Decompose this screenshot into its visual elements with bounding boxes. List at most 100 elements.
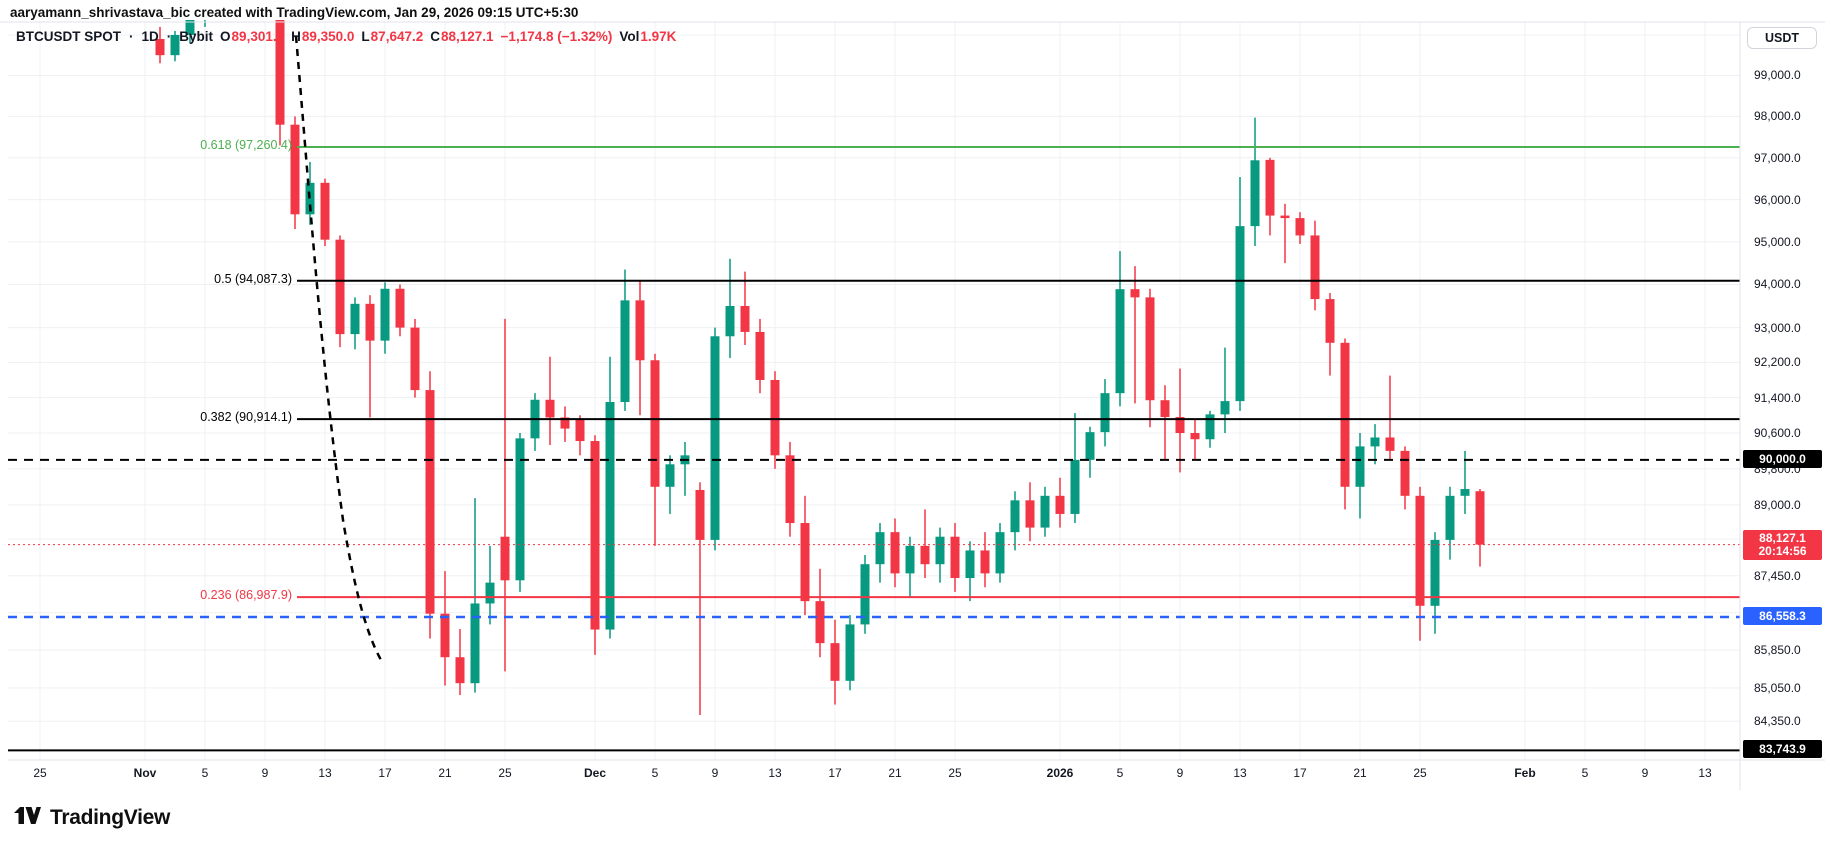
candle-body [380,288,390,341]
exchange-name[interactable]: Bybit [179,29,214,44]
candle-body [335,239,345,335]
symbol-name[interactable]: BTCUSDT SPOT [16,29,122,44]
candle-body [950,536,960,579]
candle-body [1025,500,1035,528]
blue-level-badge: 86,558.3 [1743,607,1822,626]
candle-body [1175,417,1185,434]
candle-body [785,455,795,524]
candle-body [605,401,615,630]
candle-body [1205,414,1215,440]
open-label: O [220,29,231,44]
candle-body [1280,215,1290,219]
fib-level-label-05[interactable]: 0.5 (94,087.3) [214,271,292,286]
candle-body [650,360,660,487]
price-axis-label: 90,600.0 [1754,426,1801,441]
price-axis-label: 91,400.0 [1754,390,1801,405]
candle-body [1250,160,1260,227]
fib-level-label-0382[interactable]: 0.382 (90,914.1) [200,410,292,425]
candle-body [1415,495,1425,606]
price-axis-label: 93,000.0 [1754,320,1801,335]
candle-body [1400,450,1410,496]
time-axis-label: 9 [711,766,719,780]
candle-body [560,417,570,429]
candle-body [515,438,525,581]
candle-body [710,336,720,540]
time-axis-label: Nov [133,766,157,780]
high-value: 89,350.0 [301,29,355,44]
candle-body [1325,299,1335,343]
time-axis-label: Feb [1514,766,1536,780]
candle-body [1235,226,1245,402]
volume-value: 1.97K [640,29,677,44]
candle-body [455,657,465,684]
candle-body [815,601,825,644]
fib-level-label-0618[interactable]: 0.618 (97,260.4) [200,137,292,152]
currency-toggle-button[interactable]: USDT [1747,27,1817,49]
candle-body [185,20,195,35]
candle-body [1190,433,1200,440]
candle-body [1430,539,1440,606]
candle-body [740,305,750,332]
candle-body [545,399,555,418]
candle-body [155,39,165,56]
price-axis-label: 84,350.0 [1754,714,1801,729]
time-axis-label: 13 [768,766,782,780]
candle-body [1145,297,1155,401]
interval-selector[interactable]: 1D [141,29,159,44]
trend-curve-annotation[interactable] [294,35,383,661]
candle-body [935,536,945,565]
price-axis-label: 96,000.0 [1754,192,1801,207]
candle-body [575,419,585,442]
price-axis-label: 85,850.0 [1754,643,1801,658]
candle-body [1220,401,1230,415]
time-axis-label: 21 [888,766,902,780]
candle-body [800,523,810,602]
last-price-badge: 88,127.1 20:14:56 [1743,529,1822,560]
header-separator: · [129,29,134,44]
open-value: 89,301.9 [231,29,285,44]
time-axis-label: 21 [438,766,452,780]
price-axis-label: 97,000.0 [1754,150,1801,165]
time-axis-label: 21 [1353,766,1367,780]
candle-body [395,288,405,328]
candle-body [1010,500,1020,533]
candle-body [216,0,225,3]
tradingview-logo[interactable]: TradingView [14,806,170,830]
time-axis-label: 25 [498,766,512,780]
time-axis-label: 25 [948,766,962,780]
candle-body [1370,437,1380,447]
candle-body [365,303,375,341]
candle-body [620,300,630,402]
candle-body [500,536,510,581]
time-axis-label: 13 [1698,766,1712,780]
candle-body [1115,289,1125,394]
candle-body [1160,400,1170,418]
candle-body [1445,495,1455,540]
candle-body [485,582,495,604]
time-axis-label: 25 [33,766,47,780]
candle-body [1130,289,1140,298]
candle-body [725,305,735,337]
fib-level-label-0236[interactable]: 0.236 (86,987.9) [200,588,292,603]
time-axis-label: 9 [261,766,269,780]
price-axis-label: 85,050.0 [1754,680,1801,695]
time-axis-label: 5 [1581,766,1589,780]
price-axis-label: 95,000.0 [1754,234,1801,249]
bar-countdown: 20:14:56 [1758,543,1807,558]
attribution-text: aaryamann_shrivastava_bic created with T… [10,5,579,20]
time-axis-label: 25 [1413,766,1427,780]
candle-body [410,327,420,391]
time-axis-label: 17 [378,766,392,780]
price-axis-label: 98,000.0 [1754,109,1801,124]
low-label: L [361,29,370,44]
candle-body [470,603,480,684]
candle-body [1070,459,1080,514]
time-axis-label: 9 [1641,766,1649,780]
candle-body [1085,432,1095,460]
candle-body [275,20,285,125]
header-separator: · [166,29,172,44]
time-axis-label: 9 [1176,766,1184,780]
time-axis-label: 13 [318,766,332,780]
candle-body [290,124,300,215]
